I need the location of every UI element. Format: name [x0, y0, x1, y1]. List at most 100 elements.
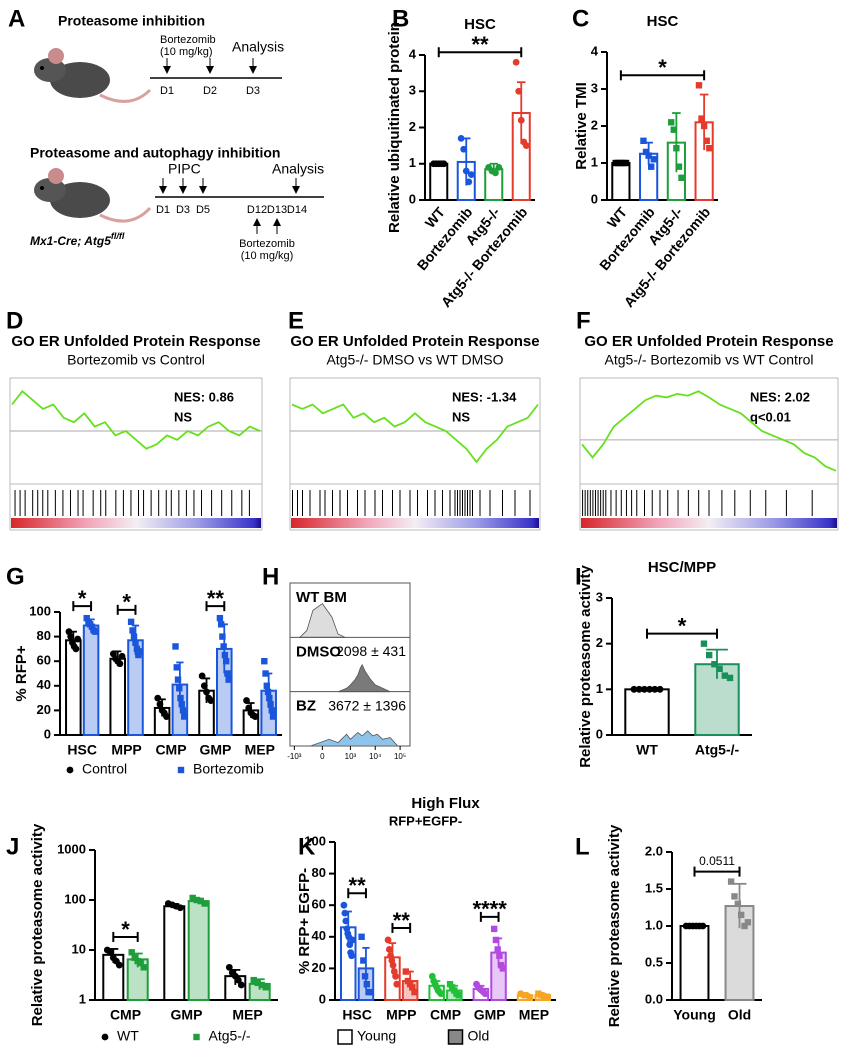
y-axis-label: % RFP+ [13, 645, 30, 702]
x-tick-label: GMP [199, 742, 231, 758]
x-tick-label: MEP [519, 1007, 549, 1023]
y-tick-label: 1 [409, 155, 416, 170]
data-point [193, 1033, 200, 1041]
data-point [263, 682, 271, 689]
data-point [132, 639, 139, 646]
data-point [457, 134, 465, 142]
data-point [650, 156, 657, 163]
data-point [137, 959, 144, 967]
y-tick-label: 1000 [57, 841, 86, 856]
y-tick-label: 2 [409, 119, 416, 134]
data-point [512, 58, 520, 66]
data-point [92, 628, 99, 635]
y-tick-label: 3 [409, 83, 416, 98]
y-tick-label: 1 [596, 681, 603, 696]
legend-label: Control [82, 761, 127, 777]
y-tick-label: 80 [37, 628, 51, 643]
data-point [526, 993, 533, 1001]
data-point [254, 979, 261, 987]
y-tick-label: 20 [37, 702, 51, 717]
data-point [515, 87, 523, 95]
x-tick-label: GMP [474, 1007, 506, 1023]
data-point [88, 623, 96, 630]
y-tick-label: 80 [312, 865, 326, 880]
data-point [741, 922, 748, 930]
legend-swatch [447, 1029, 464, 1045]
pipc-label: PIPC [168, 161, 201, 177]
analysis-label: Analysis [232, 39, 284, 55]
x-tick-label: Young [673, 1007, 716, 1023]
day-label: D1 [160, 85, 174, 97]
day-label: D2 [203, 85, 217, 97]
data-point [393, 980, 401, 988]
data-point [492, 169, 499, 177]
data-point [622, 159, 630, 167]
data-point [177, 694, 184, 702]
stat-label: NS [452, 409, 470, 424]
rank-gradient [581, 518, 837, 528]
data-point [200, 682, 208, 690]
data-point [522, 142, 530, 150]
data-point [492, 936, 500, 944]
data-point [490, 925, 498, 933]
data-point [130, 633, 138, 640]
panel-label: K [298, 833, 316, 860]
data-point [173, 664, 180, 671]
data-point [651, 685, 659, 693]
bar [187, 900, 210, 1002]
data-point [384, 936, 392, 944]
data-point [269, 713, 277, 720]
rank-gradient [11, 518, 261, 528]
x-tick-label: 0 [320, 752, 325, 761]
chart-subtitle: Bortezomib vs Control [67, 352, 205, 368]
data-point [360, 957, 367, 964]
data-point [349, 936, 357, 944]
x-tick-label: MPP [386, 1007, 416, 1023]
x-tick-label: MEP [232, 1007, 262, 1023]
data-point [262, 984, 269, 991]
data-point [705, 651, 713, 659]
x-tick-label: MEP [245, 742, 275, 758]
data-point [220, 643, 227, 650]
genotype: Mx1-Cre; Atg5fl/fl [30, 231, 125, 248]
chart-title: GO ER Unfolded Protein Response [11, 333, 260, 350]
significance-label: * [78, 586, 87, 611]
data-point [67, 633, 75, 640]
data-point [495, 163, 503, 171]
data-point [201, 900, 208, 907]
chart-title: GO ER Unfolded Protein Response [290, 333, 539, 350]
row-label: WT BM [296, 589, 347, 606]
y-tick-label: 100 [304, 833, 326, 848]
panel-label: A [8, 5, 25, 32]
bar [429, 162, 449, 201]
x-tick-label: MPP [111, 742, 141, 758]
mouse-icon [34, 48, 152, 103]
data-point [66, 766, 74, 774]
panel-label: B [392, 5, 409, 32]
data-point [106, 948, 114, 956]
chart-subtitle: Atg5-/- Bortezomib vs WT Control [604, 352, 813, 368]
data-point [177, 766, 185, 774]
chart-title: HSC [647, 13, 679, 30]
data-point [118, 652, 126, 660]
day-label: D3 [176, 204, 190, 216]
density-curve [337, 663, 391, 693]
data-point [116, 660, 124, 668]
data-point [645, 152, 652, 159]
data-point [163, 713, 170, 720]
schematic: Proteasome inhibition Bortezomib (10 mg/… [30, 13, 324, 262]
data-point [193, 896, 200, 904]
panel-label: E [288, 307, 304, 334]
x-tick-label: CMP [430, 1007, 461, 1023]
dose-label: (10 mg/kg) [241, 250, 294, 262]
drug-label: Bortezomib [160, 34, 216, 46]
row-annotation: 2098 ± 431 [336, 643, 406, 659]
panel-label: G [6, 563, 25, 590]
data-point [340, 901, 348, 909]
stat-label: NS [174, 409, 192, 424]
y-tick-label: 100 [29, 603, 51, 618]
bar [109, 657, 127, 736]
data-point [217, 621, 225, 628]
y-tick-label: 40 [37, 677, 51, 692]
